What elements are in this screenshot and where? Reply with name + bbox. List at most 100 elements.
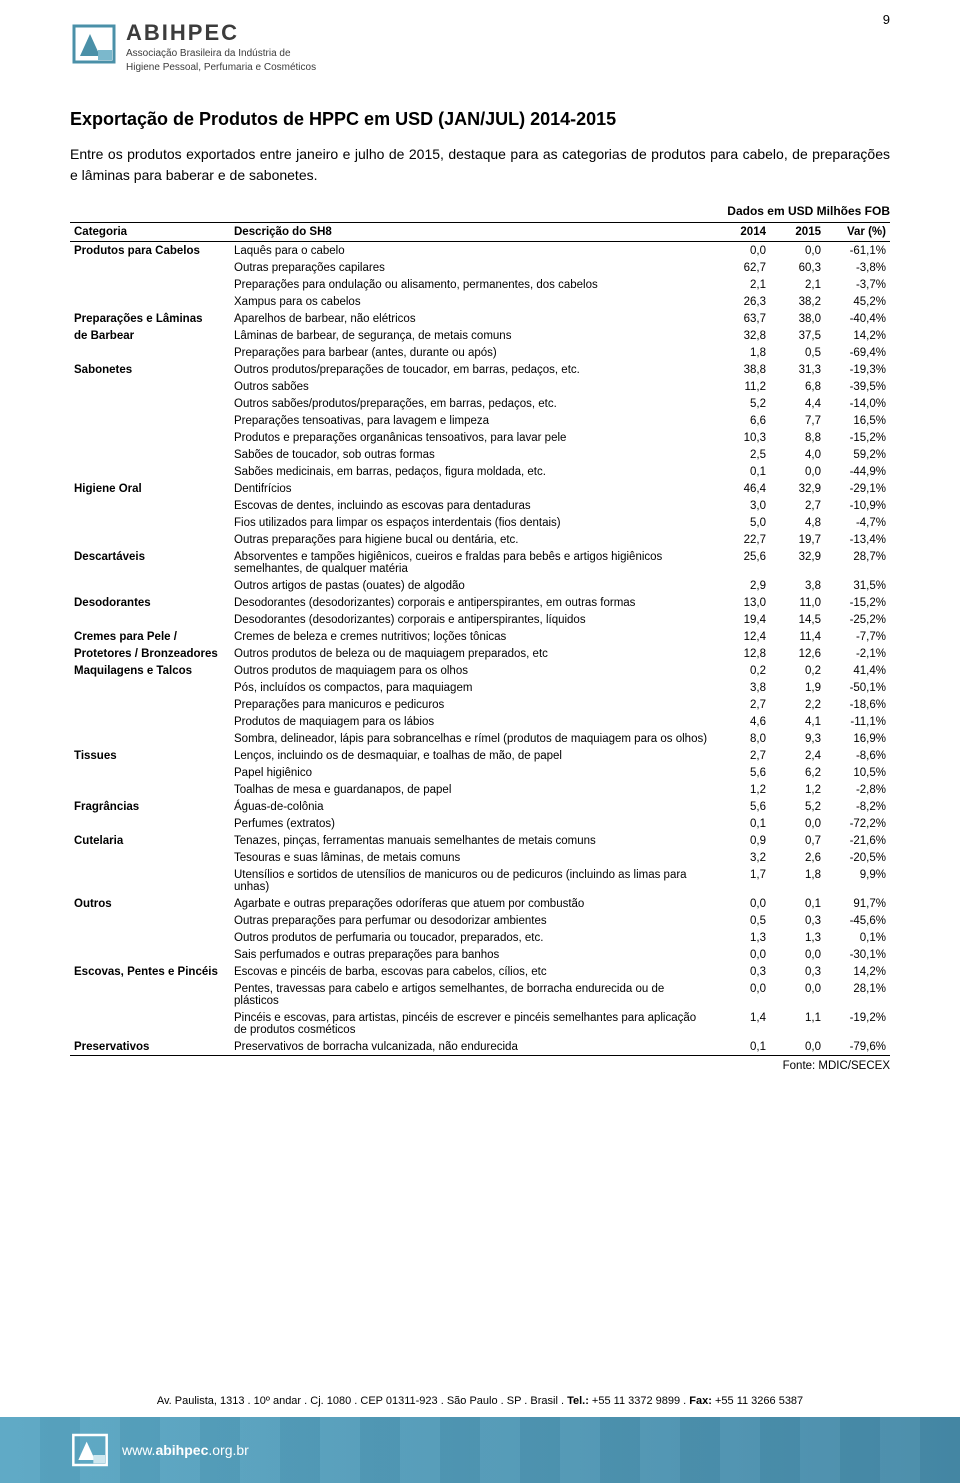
- table-row: Preparações e LâminasAparelhos de barbea…: [70, 310, 890, 327]
- table-row: Outros sabões11,26,8-39,5%: [70, 378, 890, 395]
- cell-2015: 1,9: [770, 679, 825, 696]
- footer-url: www.abihpec.org.br: [122, 1442, 249, 1458]
- table-row: Xampus para os cabelos26,338,245,2%: [70, 293, 890, 310]
- cell-categoria: [70, 378, 230, 395]
- cell-2014: 1,2: [715, 781, 770, 798]
- table-source: Fonte: MDIC/SECEX: [70, 1060, 890, 1072]
- cell-2015: 9,3: [770, 730, 825, 747]
- cell-2014: 2,1: [715, 276, 770, 293]
- cell-2015: 0,0: [770, 980, 825, 1009]
- cell-var: -3,7%: [825, 276, 890, 293]
- cell-descricao: Outros sabões: [230, 378, 715, 395]
- table-row: Pentes, travessas para cabelo e artigos …: [70, 980, 890, 1009]
- cell-2014: 12,8: [715, 645, 770, 662]
- cell-descricao: Utensílios e sortidos de utensílios de m…: [230, 866, 715, 895]
- cell-categoria: Tissues: [70, 747, 230, 764]
- page-number: 9: [883, 12, 890, 27]
- table-row: Tesouras e suas lâminas, de metais comun…: [70, 849, 890, 866]
- table-row: FragrânciasÁguas-de-colônia5,65,2-8,2%: [70, 798, 890, 815]
- cell-2015: 2,4: [770, 747, 825, 764]
- table-row: Escovas de dentes, incluindo as escovas …: [70, 497, 890, 514]
- cell-descricao: Outras preparações para perfumar ou deso…: [230, 912, 715, 929]
- cell-var: -15,2%: [825, 429, 890, 446]
- cell-2015: 0,0: [770, 463, 825, 480]
- cell-2014: 63,7: [715, 310, 770, 327]
- footer-fax: +55 11 3266 5387: [712, 1395, 803, 1407]
- cell-var: 45,2%: [825, 293, 890, 310]
- table-row: Outras preparações capilares62,760,3-3,8…: [70, 259, 890, 276]
- table-row: DescartáveisAbsorventes e tampões higiên…: [70, 548, 890, 577]
- table-row: Desodorantes (desodorizantes) corporais …: [70, 611, 890, 628]
- cell-descricao: Agarbate e outras preparações odoríferas…: [230, 895, 715, 912]
- cell-2015: 4,0: [770, 446, 825, 463]
- cell-2015: 2,2: [770, 696, 825, 713]
- cell-categoria: Higiene Oral: [70, 480, 230, 497]
- cell-2014: 3,0: [715, 497, 770, 514]
- cell-2014: 32,8: [715, 327, 770, 344]
- cell-categoria: Escovas, Pentes e Pincéis: [70, 963, 230, 980]
- table-row: Sabões de toucador, sob outras formas2,5…: [70, 446, 890, 463]
- table-row: TissuesLenços, incluindo os de desmaquia…: [70, 747, 890, 764]
- cell-var: -30,1%: [825, 946, 890, 963]
- cell-var: -8,2%: [825, 798, 890, 815]
- cell-2015: 0,0: [770, 946, 825, 963]
- cell-2014: 38,8: [715, 361, 770, 378]
- cell-categoria: [70, 929, 230, 946]
- cell-descricao: Desodorantes (desodorizantes) corporais …: [230, 594, 715, 611]
- cell-2014: 19,4: [715, 611, 770, 628]
- cell-2015: 38,2: [770, 293, 825, 310]
- logo-text: ABIHPEC Associação Brasileira da Indústr…: [126, 20, 316, 74]
- cell-2015: 8,8: [770, 429, 825, 446]
- cell-descricao: Outros produtos de beleza ou de maquiage…: [230, 645, 715, 662]
- cell-descricao: Sombra, delineador, lápis para sobrancel…: [230, 730, 715, 747]
- cell-categoria: [70, 781, 230, 798]
- cell-categoria: [70, 446, 230, 463]
- cell-2014: 0,3: [715, 963, 770, 980]
- cell-var: 91,7%: [825, 895, 890, 912]
- cell-descricao: Papel higiênico: [230, 764, 715, 781]
- cell-2014: 0,0: [715, 242, 770, 260]
- table-caption: Dados em USD Milhões FOB: [70, 204, 890, 218]
- cell-descricao: Produtos e preparações organânicas tenso…: [230, 429, 715, 446]
- table-row: Higiene OralDentifrícios46,432,9-29,1%: [70, 480, 890, 497]
- table-header-row: Categoria Descrição do SH8 2014 2015 Var…: [70, 223, 890, 242]
- cell-2015: 11,4: [770, 628, 825, 645]
- cell-categoria: [70, 577, 230, 594]
- table-row: Cremes para Pele /Cremes de beleza e cre…: [70, 628, 890, 645]
- table-row: Sombra, delineador, lápis para sobrancel…: [70, 730, 890, 747]
- footer-url-suffix: .org.br: [208, 1442, 248, 1458]
- table-row: CutelariaTenazes, pinças, ferramentas ma…: [70, 832, 890, 849]
- cell-2014: 0,1: [715, 815, 770, 832]
- footer-tel: +55 11 3372 9899 .: [589, 1395, 689, 1407]
- logo-subline-2: Higiene Pessoal, Perfumaria e Cosméticos: [126, 62, 316, 74]
- cell-2015: 6,8: [770, 378, 825, 395]
- table-row: Toalhas de mesa e guardanapos, de papel1…: [70, 781, 890, 798]
- table-row: SabonetesOutros produtos/preparações de …: [70, 361, 890, 378]
- cell-2014: 2,7: [715, 747, 770, 764]
- cell-var: 31,5%: [825, 577, 890, 594]
- cell-descricao: Lâminas de barbear, de segurança, de met…: [230, 327, 715, 344]
- cell-categoria: Produtos para Cabelos: [70, 242, 230, 260]
- cell-var: 28,1%: [825, 980, 890, 1009]
- cell-descricao: Lenços, incluindo os de desmaquiar, e to…: [230, 747, 715, 764]
- cell-descricao: Outras preparações capilares: [230, 259, 715, 276]
- cell-var: -79,6%: [825, 1038, 890, 1056]
- cell-var: -25,2%: [825, 611, 890, 628]
- cell-var: -45,6%: [825, 912, 890, 929]
- cell-categoria: Fragrâncias: [70, 798, 230, 815]
- cell-2014: 10,3: [715, 429, 770, 446]
- cell-var: -13,4%: [825, 531, 890, 548]
- cell-var: -19,2%: [825, 1009, 890, 1038]
- col-categoria: Categoria: [70, 223, 230, 242]
- cell-2014: 5,6: [715, 798, 770, 815]
- table-row: Preparações para barbear (antes, durante…: [70, 344, 890, 361]
- cell-2015: 1,2: [770, 781, 825, 798]
- cell-var: -44,9%: [825, 463, 890, 480]
- cell-descricao: Desodorantes (desodorizantes) corporais …: [230, 611, 715, 628]
- table-row: Maquilagens e TalcosOutros produtos de m…: [70, 662, 890, 679]
- footer-logo-icon: [70, 1430, 110, 1470]
- table-row: de BarbearLâminas de barbear, de seguran…: [70, 327, 890, 344]
- cell-2014: 3,2: [715, 849, 770, 866]
- cell-categoria: [70, 514, 230, 531]
- cell-categoria: [70, 611, 230, 628]
